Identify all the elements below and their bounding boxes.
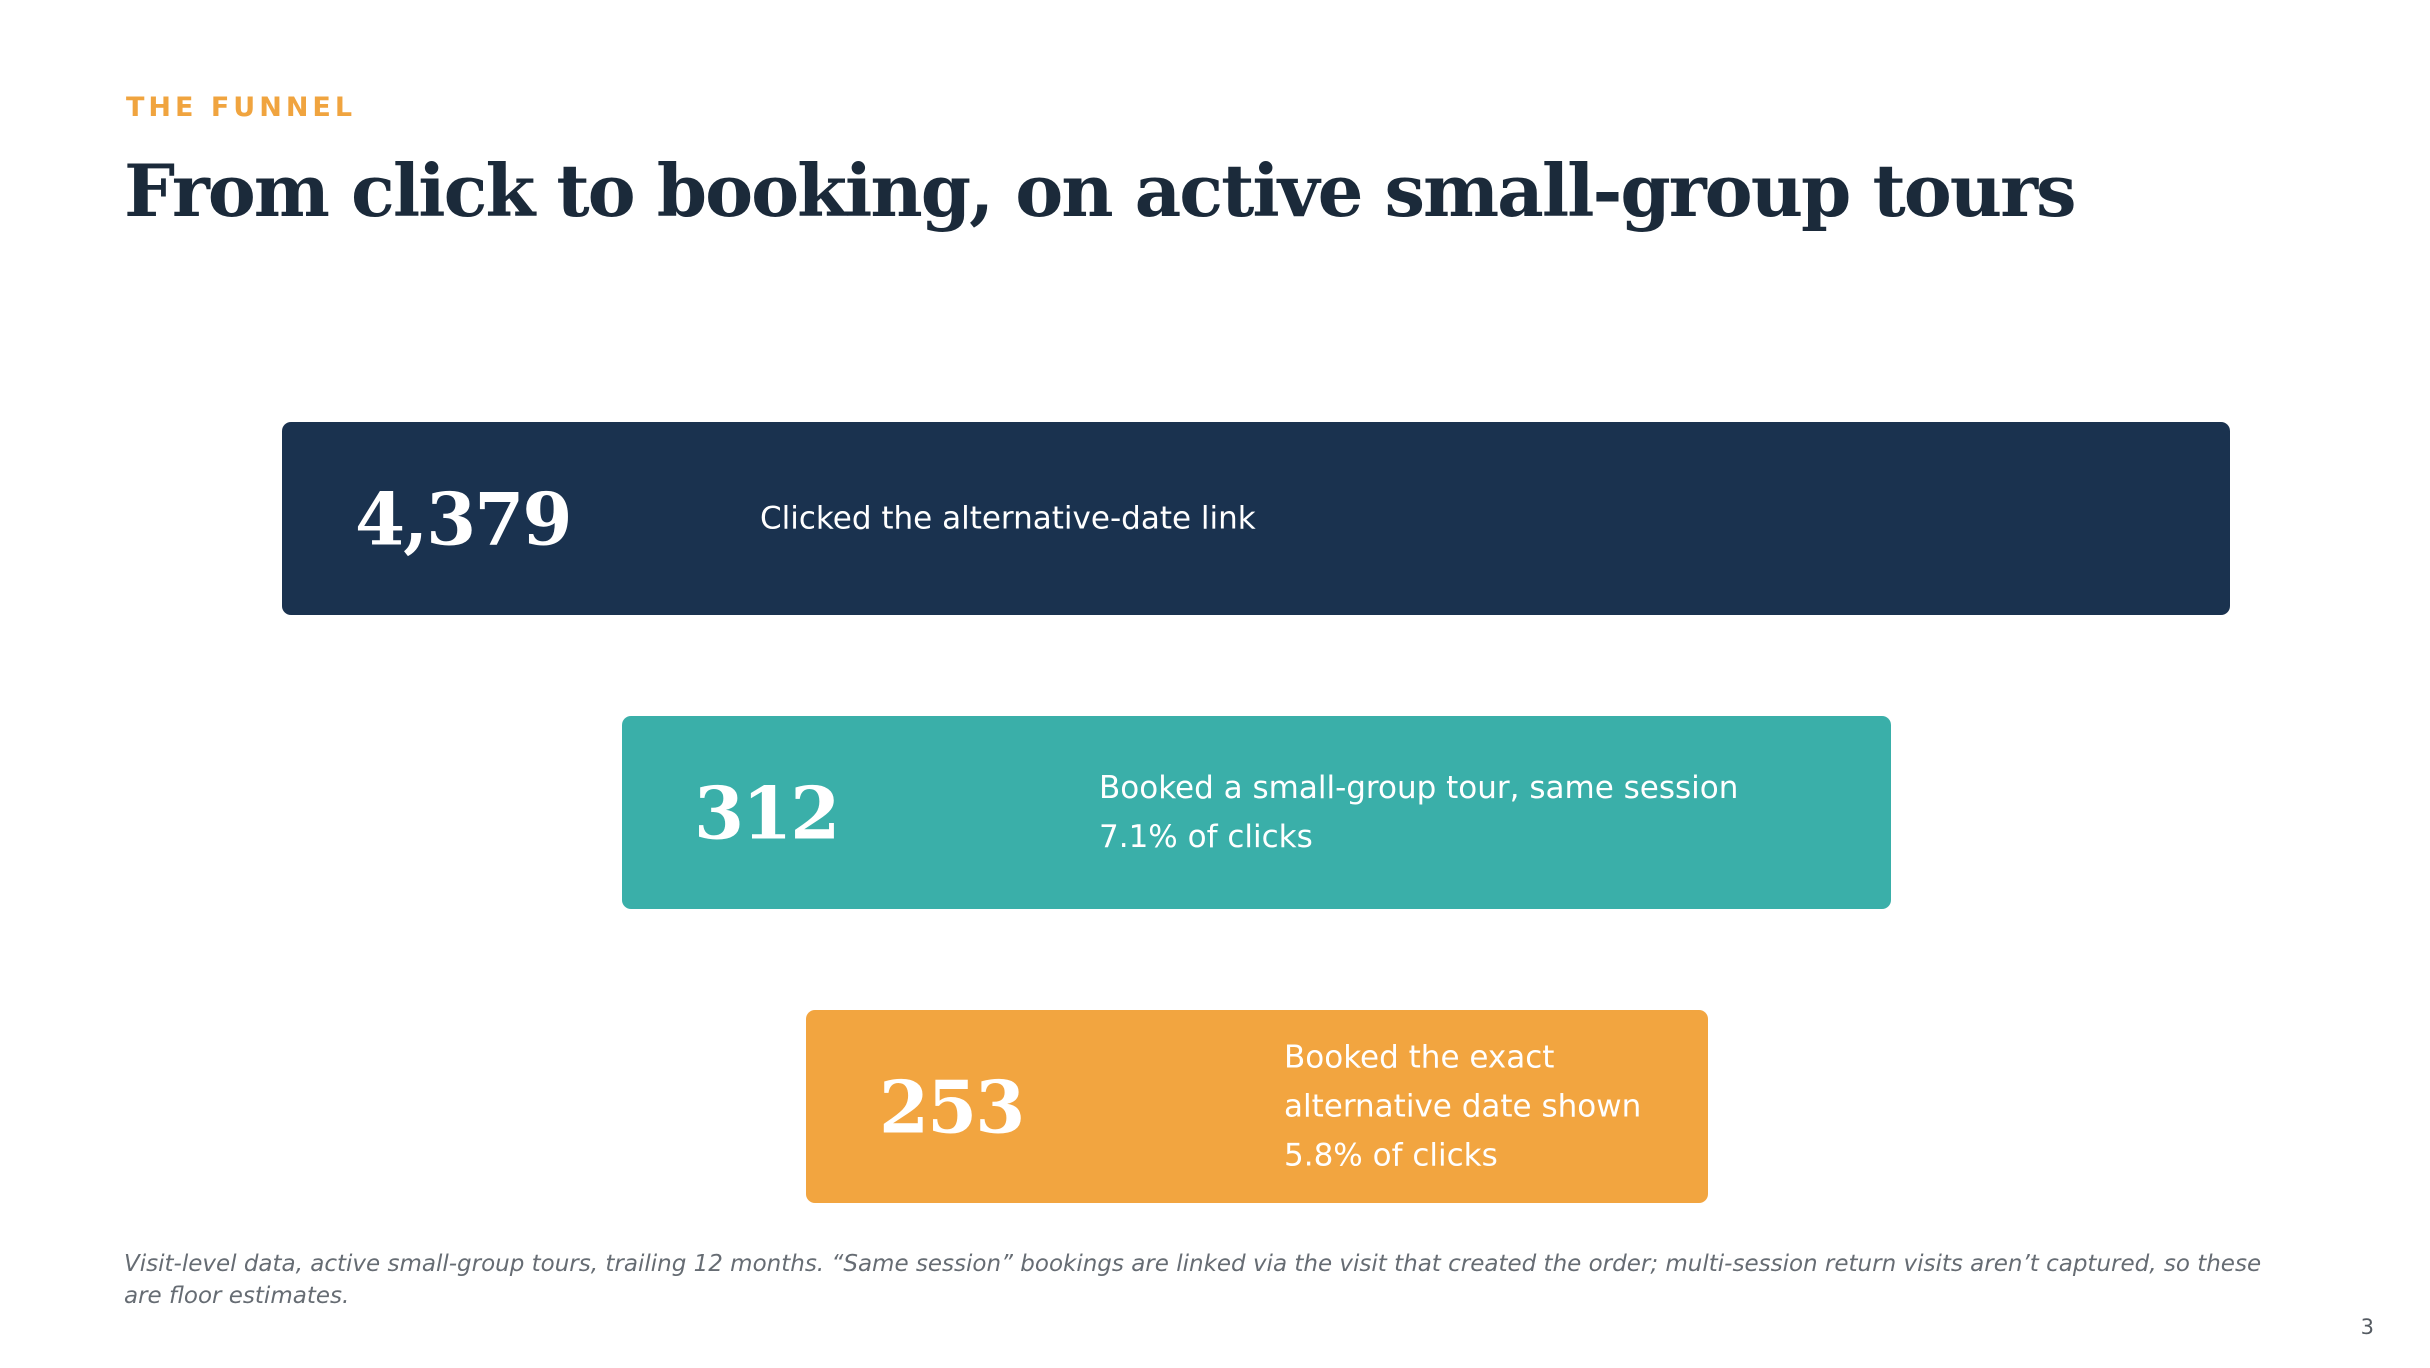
stage-label: Booked a small-group tour, same session xyxy=(1099,769,1739,806)
page-number: 3 xyxy=(2360,1315,2374,1339)
stage-label: Clicked the alternative-date link xyxy=(760,500,1256,536)
stage-description: Booked the exact alternative date shown … xyxy=(1284,1033,1641,1180)
stage-rate: 5.8% of clicks xyxy=(1284,1137,1498,1173)
page-title: From click to booking, on active small-g… xyxy=(124,148,2077,233)
funnel-stage-clicks: 4,379 Clicked the alternative-date link xyxy=(282,422,2230,615)
stage-label-line-1: Booked the exact xyxy=(1284,1039,1555,1075)
funnel-stage-same-session-bookings: 312 Booked a small-group tour, same sess… xyxy=(622,716,1891,909)
stage-value: 312 xyxy=(694,770,840,855)
stage-value: 253 xyxy=(879,1064,1025,1149)
stage-description: Booked a small-group tour, same session … xyxy=(1099,764,1738,862)
stage-description: Clicked the alternative-date link xyxy=(760,494,1256,543)
stage-value: 4,379 xyxy=(355,476,572,561)
stage-rate: 7.1% of clicks xyxy=(1099,818,1313,855)
footnote: Visit-level data, active small-group tou… xyxy=(124,1251,2262,1309)
section-eyebrow: THE FUNNEL xyxy=(126,92,357,123)
funnel-stage-exact-date-bookings: 253 Booked the exact alternative date sh… xyxy=(806,1010,1708,1203)
stage-label-line-2: alternative date shown xyxy=(1284,1088,1642,1124)
